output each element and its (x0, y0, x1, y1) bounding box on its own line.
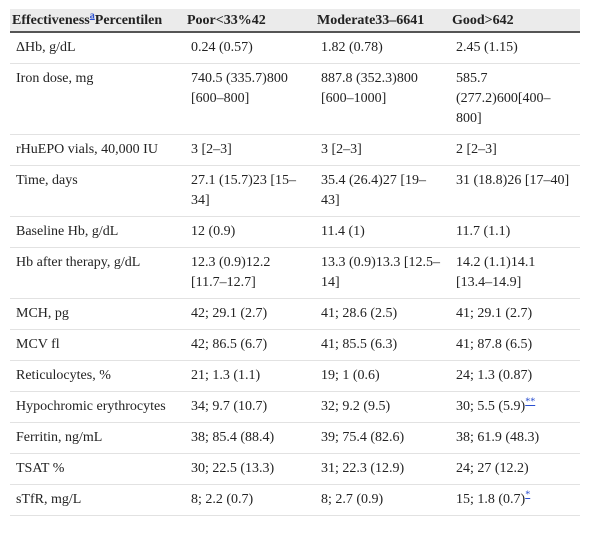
data-table: EffectivenessaPercentilen Poor<33%42 Moder… (10, 9, 580, 516)
header-cell: Good>642 (450, 9, 580, 33)
header-row: EffectivenessaPercentilen Poor<33%42 Moder… (10, 9, 580, 33)
table-cell: 2.45 (1.15) (450, 32, 580, 64)
cell-text: Percentilen (94, 13, 163, 28)
footnote-link[interactable]: * (525, 489, 531, 501)
table-cell: 8; 2.2 (0.7) (185, 484, 315, 516)
row-label: Time, days (10, 165, 185, 217)
table-cell: 39; 75.4 (82.6) (315, 422, 450, 454)
table-row: rHuEPO vials, 40,000 IU 3 [2–3] 3 [2–3] 2 [… (10, 134, 580, 166)
table-cell: 30; 5.5 (5.9)** (450, 391, 580, 423)
table-cell: 42; 86.5 (6.7) (185, 329, 315, 361)
row-label: Ferritin, ng/mL (10, 422, 185, 454)
row-label: MCH, pg (10, 298, 185, 330)
table-row: ΔHb, g/dL 0.24 (0.57) 1.82 (0.78) 2.45 (1.1… (10, 32, 580, 64)
table-cell: 585.7 (277.2)600[400–800] (450, 63, 580, 135)
table-cell: 3 [2–3] (185, 134, 315, 166)
table-cell: 41; 85.5 (6.3) (315, 329, 450, 361)
table-cell: 31; 22.3 (12.9) (315, 453, 450, 485)
table-cell: 27.1 (15.7)23 [15–34] (185, 165, 315, 217)
table-cell: 31 (18.8)26 [17–40] (450, 165, 580, 217)
table-cell: 1.82 (0.78) (315, 32, 450, 64)
table-cell: 32; 9.2 (9.5) (315, 391, 450, 423)
table-row: Ferritin, ng/mL 38; 85.4 (88.4) 39; 75.4 (… (10, 422, 580, 454)
table-cell: 38; 85.4 (88.4) (185, 422, 315, 454)
footnote-ref: * (525, 489, 530, 500)
table-cell: 8; 2.7 (0.9) (315, 484, 450, 516)
row-label: sTfR, mg/L (10, 484, 185, 516)
table-row: Hb after therapy, g/dL 12.3 (0.9)12.2 [11… (10, 247, 580, 299)
footnote-ref: ** (525, 396, 535, 407)
table-cell: 11.4 (1) (315, 216, 450, 248)
table-row: Hypochromic erythrocytes 34; 9.7 (10.7) 32… (10, 391, 580, 423)
cell-text: 30; 5.5 (5.9) (456, 399, 526, 414)
row-label: Reticulocytes, % (10, 360, 185, 392)
table-cell: 35.4 (26.4)27 [19–43] (315, 165, 450, 217)
table-cell: 24; 1.3 (0.87) (450, 360, 580, 392)
table-cell: 19; 1 (0.6) (315, 360, 450, 392)
footnote-link[interactable]: a (89, 10, 95, 22)
table-cell: 11.7 (1.1) (450, 216, 580, 248)
table-row: Iron dose, mg 740.5 (335.7)800 [600–800] 8… (10, 63, 580, 135)
cell-text: Effectiveness (12, 13, 90, 28)
row-label: rHuEPO vials, 40,000 IU (10, 134, 185, 166)
row-label: TSAT % (10, 453, 185, 485)
table-cell: 30; 22.5 (13.3) (185, 453, 315, 485)
table-cell: 41; 29.1 (2.7) (450, 298, 580, 330)
table-cell: 740.5 (335.7)800 [600–800] (185, 63, 315, 135)
table-cell: 12 (0.9) (185, 216, 315, 248)
header-cell: EffectivenessaPercentilen (10, 9, 185, 33)
table-cell: 21; 1.3 (1.1) (185, 360, 315, 392)
table-cell: 14.2 (1.1)14.1 [13.4–14.9] (450, 247, 580, 299)
row-label: Hypochromic erythrocytes (10, 391, 185, 423)
table-row: Baseline Hb, g/dL 12 (0.9) 11.4 (1) 11.7 (1… (10, 216, 580, 248)
footnote-ref: a (90, 10, 95, 21)
table-cell: 41; 87.8 (6.5) (450, 329, 580, 361)
row-label: MCV fl (10, 329, 185, 361)
table-body: ΔHb, g/dL 0.24 (0.57) 1.82 (0.78) 2.45 (1.1… (10, 32, 580, 516)
table-row: Time, days 27.1 (15.7)23 [15–34] 35.4 (26.… (10, 165, 580, 217)
table-row: MCV fl 42; 86.5 (6.7) 41; 85.5 (6.3) 41; 87… (10, 329, 580, 361)
table-cell: 12.3 (0.9)12.2 [11.7–12.7] (185, 247, 315, 299)
table-cell: 24; 27 (12.2) (450, 453, 580, 485)
footnote-link[interactable]: ** (525, 396, 536, 408)
table-row: sTfR, mg/L 8; 2.2 (0.7) 8; 2.7 (0.9) 15; 1.… (10, 484, 580, 516)
table-cell: 3 [2–3] (315, 134, 450, 166)
table-cell: 15; 1.8 (0.7)* (450, 484, 580, 516)
table-cell: 0.24 (0.57) (185, 32, 315, 64)
table-cell: 887.8 (352.3)800 [600–1000] (315, 63, 450, 135)
header-cell: Poor<33%42 (185, 9, 315, 33)
row-label: ΔHb, g/dL (10, 32, 185, 64)
row-label: Iron dose, mg (10, 63, 185, 135)
cell-text: 15; 1.8 (0.7) (456, 492, 526, 507)
table-cell: 41; 28.6 (2.5) (315, 298, 450, 330)
table-cell: 34; 9.7 (10.7) (185, 391, 315, 423)
table-row: TSAT % 30; 22.5 (13.3) 31; 22.3 (12.9) 24; … (10, 453, 580, 485)
row-label: Hb after therapy, g/dL (10, 247, 185, 299)
table-cell: 38; 61.9 (48.3) (450, 422, 580, 454)
table-cell: 13.3 (0.9)13.3 [12.5–14] (315, 247, 450, 299)
header-cell: Moderate33–6641 (315, 9, 450, 33)
table-cell: 42; 29.1 (2.7) (185, 298, 315, 330)
table-row: Reticulocytes, % 21; 1.3 (1.1) 19; 1 (0.6)… (10, 360, 580, 392)
table-row: MCH, pg 42; 29.1 (2.7) 41; 28.6 (2.5) 41; 2… (10, 298, 580, 330)
row-label: Baseline Hb, g/dL (10, 216, 185, 248)
table-cell: 2 [2–3] (450, 134, 580, 166)
